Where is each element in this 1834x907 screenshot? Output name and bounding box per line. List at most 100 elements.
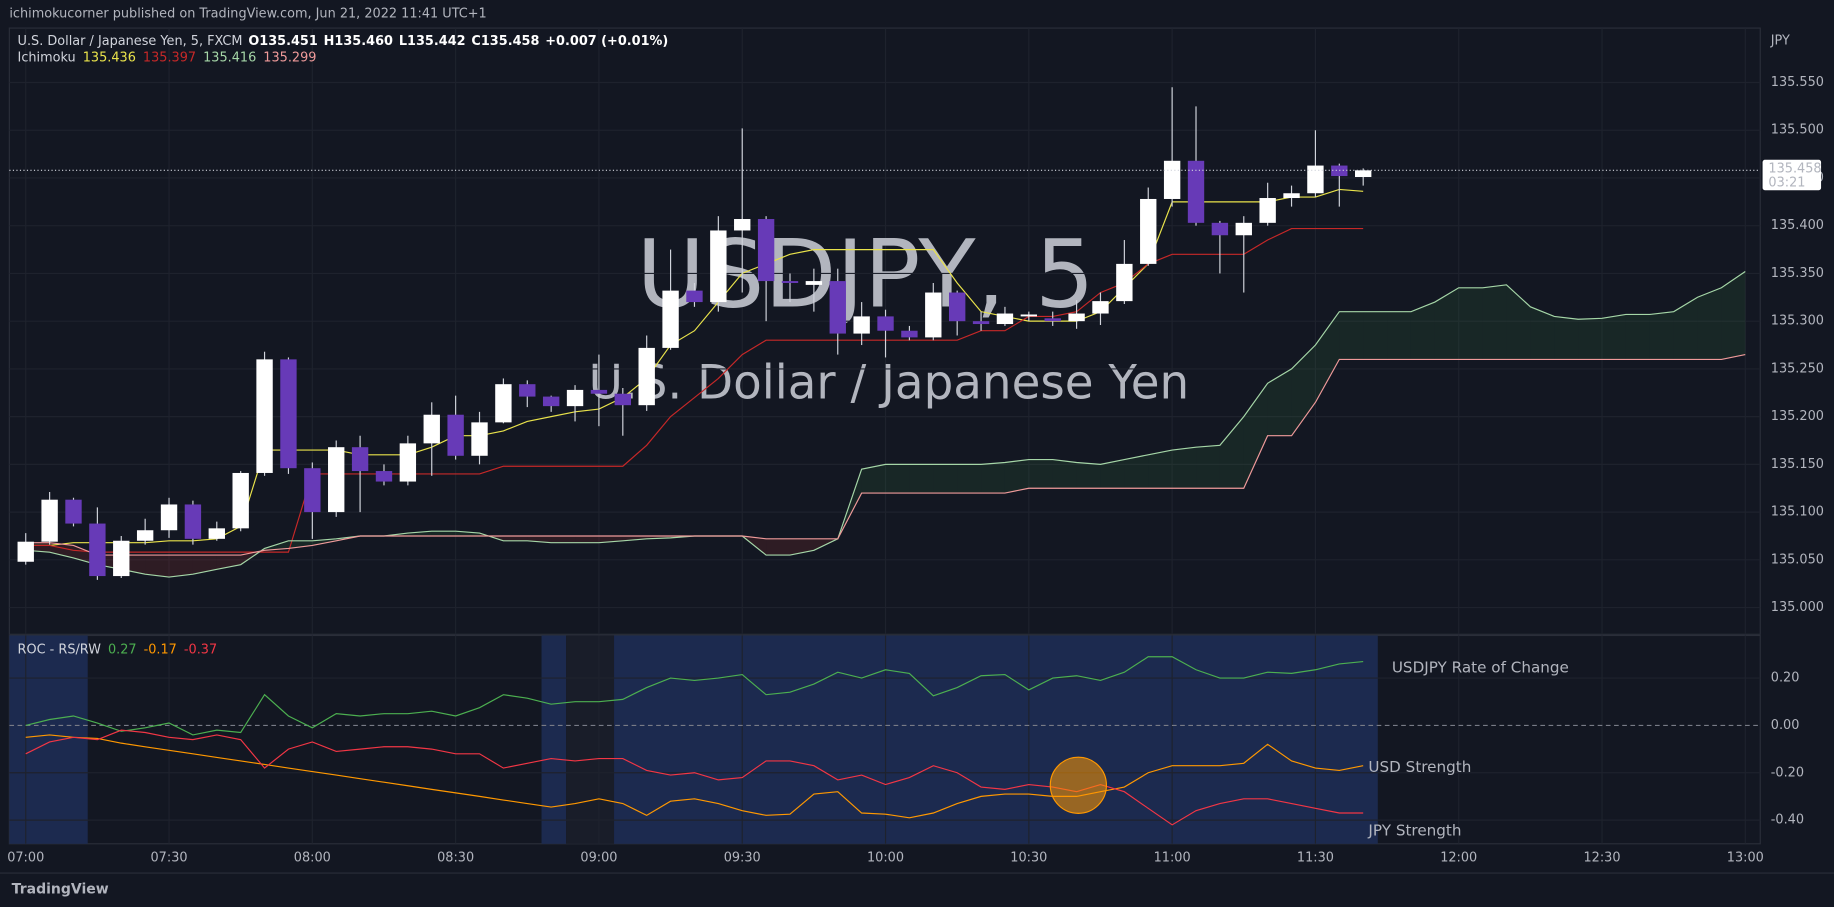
cloud-fill [169, 555, 193, 578]
cloud-fill [1530, 306, 1555, 360]
candle-body [256, 359, 273, 473]
last-price-box [1762, 159, 1822, 191]
cloud-fill [1506, 284, 1531, 360]
candle-body [65, 499, 82, 524]
session-shade [614, 635, 1378, 844]
cloud-fill [909, 464, 934, 494]
candle-body [805, 281, 823, 285]
roc-line [25, 734, 1364, 819]
candle-body [710, 230, 727, 303]
y-tick-label: 0.20 [1771, 671, 1800, 686]
candle-body [89, 523, 106, 577]
candle-body [1259, 198, 1276, 223]
candle-body [996, 313, 1014, 325]
candle-body [542, 396, 560, 407]
candle-body [184, 504, 202, 539]
cloud-fill [1434, 287, 1459, 360]
candle-body [41, 499, 58, 542]
candle-body [972, 321, 990, 325]
y-tick-label: 135.300 [1771, 314, 1824, 329]
cloud-fill [885, 464, 910, 494]
candle-body [1187, 160, 1205, 223]
x-tick-label: 13:00 [1727, 850, 1764, 865]
candle-body [519, 384, 536, 397]
x-tick-label: 10:30 [1010, 850, 1047, 865]
candle-body [1068, 313, 1085, 322]
candle-body [1140, 198, 1157, 264]
y-tick-label: 135.250 [1771, 361, 1824, 376]
legend-value: H135.460 [324, 33, 393, 48]
roc-layer [9, 635, 1761, 844]
legend-title: ROC - RS/RW [18, 642, 102, 657]
last-price-label: 135.458 [1768, 162, 1821, 177]
candle-body [638, 347, 655, 406]
candle-body [614, 393, 631, 406]
candle-body [590, 389, 608, 394]
cloud-fill [1219, 416, 1244, 489]
candle-body [495, 384, 512, 423]
candle-body [113, 540, 130, 577]
candle-body [877, 316, 894, 331]
cloud-fill [575, 535, 599, 543]
cloud-fill [1004, 459, 1029, 494]
ichimoku-line [25, 227, 1364, 553]
cloud-fill [957, 464, 982, 494]
cloud-fill [407, 531, 432, 536]
cloud-fill [1339, 311, 1364, 360]
cloud-fill [1291, 345, 1316, 436]
roc-line [25, 656, 1364, 736]
cloud-fill [431, 531, 456, 536]
footer-brand: TradingView [12, 881, 109, 897]
candle-body [328, 447, 345, 513]
cloud-fill [288, 540, 313, 549]
candle-body [1163, 160, 1181, 199]
legend-value: 135.416 [203, 50, 256, 65]
y-tick-label: 135.400 [1771, 218, 1824, 233]
x-tick-label: 12:30 [1583, 850, 1620, 865]
annotation: JPY Strength [1367, 821, 1461, 839]
candle-body [1044, 318, 1061, 322]
cloud-fill [622, 535, 647, 541]
legend-value: 0.27 [108, 642, 137, 657]
y-unit: JPY [1770, 33, 1790, 48]
candle-body [447, 414, 464, 456]
ichimoku-line [25, 354, 1746, 556]
candle-body [423, 414, 440, 444]
cloud-fill [192, 555, 217, 575]
cloud-fill [455, 531, 480, 536]
candle-body [829, 281, 846, 334]
candle-body [1283, 193, 1300, 199]
cloud-fill [551, 535, 576, 543]
cloud-fill [145, 555, 170, 578]
candle-body [208, 528, 225, 539]
candle-body [662, 290, 679, 348]
legend-value: -0.37 [184, 642, 217, 657]
legend: ROC - RS/RW 0.27 -0.17 -0.37 [18, 642, 218, 657]
roc-line [25, 729, 1364, 826]
cloud-fill [1028, 459, 1053, 489]
legend-value: -0.17 [144, 642, 177, 657]
cloud-fill [1625, 314, 1650, 360]
candle-body [136, 530, 154, 541]
candle-body [948, 292, 966, 322]
watermark: U.S. Dollar / Japanese Yen [589, 357, 1189, 411]
x-tick-label: 08:30 [437, 850, 474, 865]
candle-body [1235, 222, 1252, 236]
candle-body [901, 330, 918, 338]
cloud-fill [1363, 311, 1388, 360]
candle-body [734, 219, 751, 231]
cloud-fill [933, 464, 958, 494]
legend: U.S. Dollar / Japanese Yen, 5, FXCM O135.… [18, 33, 669, 48]
price-pane [8, 27, 1761, 635]
cloud-fill [1148, 450, 1173, 489]
legend-value: 135.397 [143, 50, 196, 65]
candle-body [1355, 170, 1372, 178]
legend-value: 135.436 [83, 50, 136, 65]
legend-value: 135.299 [263, 50, 316, 65]
cloud-fill [1172, 447, 1197, 489]
cloud-fill [861, 464, 886, 494]
session-shade [541, 635, 567, 844]
cloud-fill [1100, 459, 1125, 489]
candle-body [566, 389, 584, 407]
